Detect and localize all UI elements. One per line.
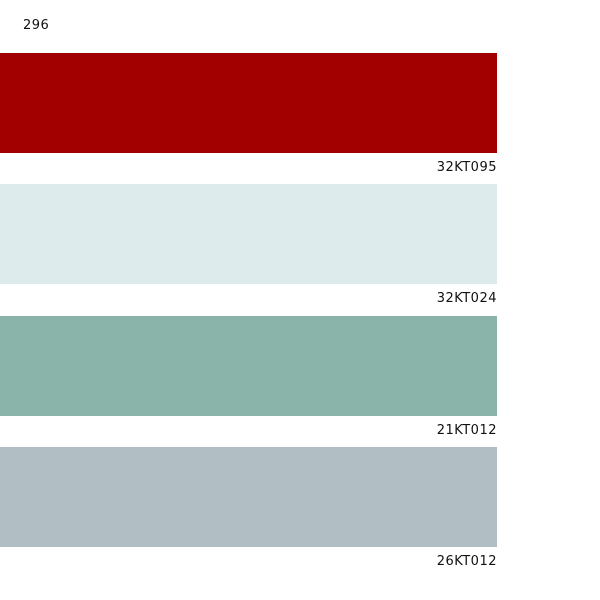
color-swatch — [0, 316, 497, 416]
color-code: 32KT095 — [436, 160, 497, 175]
color-swatch — [0, 53, 497, 153]
color-code: 26KT012 — [436, 554, 497, 569]
color-code: 32KT024 — [436, 291, 497, 306]
color-swatch — [0, 447, 497, 547]
color-swatch — [0, 184, 497, 284]
palette-number: 296 — [23, 18, 50, 33]
color-code: 21KT012 — [436, 423, 497, 438]
